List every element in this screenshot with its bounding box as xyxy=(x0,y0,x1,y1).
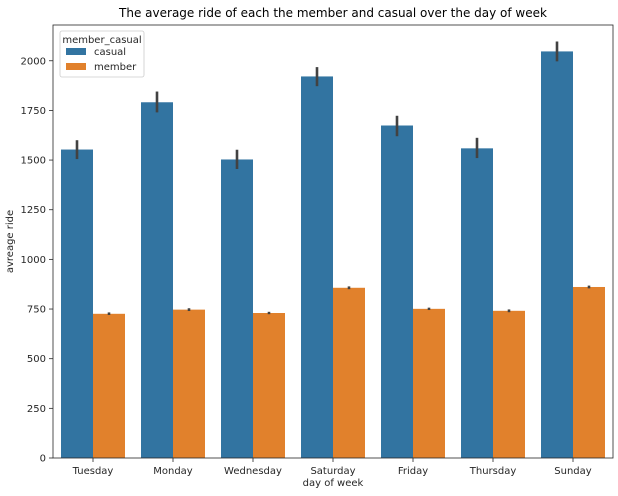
bar-member-wednesday xyxy=(253,313,285,458)
bar-casual-monday xyxy=(141,102,173,458)
y-tick-label: 750 xyxy=(27,305,46,316)
bar-member-saturday xyxy=(333,287,365,458)
bar-casual-saturday xyxy=(301,76,333,459)
legend-label-member: member xyxy=(94,62,137,73)
bar-casual-sunday xyxy=(541,51,573,459)
plot-frame xyxy=(52,24,614,459)
legend-label-casual: casual xyxy=(94,47,126,58)
bar-casual-friday xyxy=(381,125,413,459)
bar-casual-tuesday xyxy=(61,149,93,458)
y-tick-label: 2000 xyxy=(21,56,46,67)
x-tick-label: Thursday xyxy=(469,466,517,477)
bar-member-sunday xyxy=(573,286,605,458)
x-tick-label: Saturday xyxy=(310,466,355,477)
y-tick-label: 500 xyxy=(27,354,46,365)
chart-title: The average ride of each the member and … xyxy=(118,6,547,20)
bar-member-tuesday xyxy=(93,313,125,458)
error-bars-layer xyxy=(75,41,591,315)
x-tick-label: Tuesday xyxy=(72,466,114,477)
y-tick-label: 0 xyxy=(40,454,46,465)
x-tick-label: Sunday xyxy=(554,466,591,477)
y-axis: 0 250 500 750 1000 1250 1500 1750 2000 xyxy=(21,56,53,465)
y-axis-title: avreage ride xyxy=(5,210,16,273)
y-tick-label: 1750 xyxy=(21,106,46,117)
legend-swatch-member xyxy=(66,63,86,70)
bar-casual-thursday xyxy=(461,148,493,459)
legend: member_casual casual member xyxy=(59,30,145,78)
bar-member-monday xyxy=(173,309,205,458)
y-tick-label: 250 xyxy=(27,404,46,415)
x-axis: Tuesday Monday Wednesday Saturday Friday Thur… xyxy=(72,458,592,477)
legend-swatch-casual xyxy=(66,48,86,55)
bar-member-thursday xyxy=(493,310,525,458)
x-axis-title: day of week xyxy=(303,478,364,489)
legend-title: member_casual xyxy=(62,35,141,46)
x-tick-label: Friday xyxy=(398,466,428,477)
bars-layer xyxy=(61,51,605,459)
bar-casual-wednesday xyxy=(221,159,253,458)
y-tick-label: 1250 xyxy=(21,205,46,216)
y-tick-label: 1000 xyxy=(21,255,46,266)
x-tick-label: Monday xyxy=(153,466,193,477)
bar-member-friday xyxy=(413,308,445,458)
x-tick-label: Wednesday xyxy=(224,466,282,477)
y-tick-label: 1500 xyxy=(21,156,46,167)
